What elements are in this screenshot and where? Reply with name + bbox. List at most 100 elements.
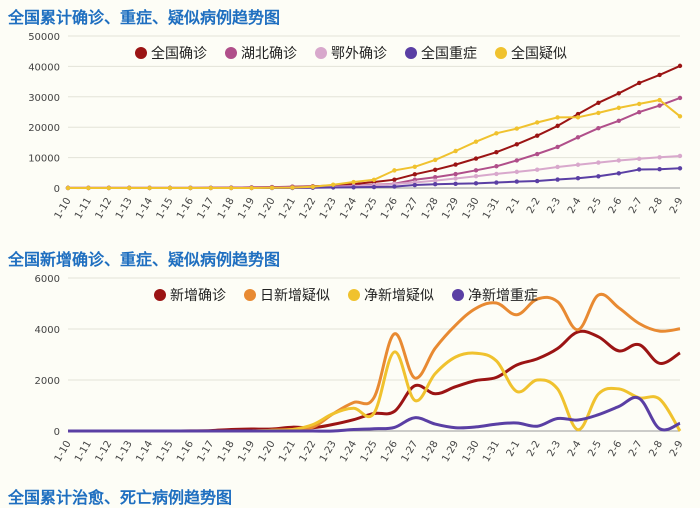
cumulative-data-point [433,182,438,187]
cumulative-data-point [433,178,438,183]
cumulative-data-point [637,167,642,172]
cumulative-data-point [596,100,601,106]
cumulative-data-point [535,120,540,125]
cumulative-y-tick-label: 50000 [28,32,60,43]
cumulative-data-point [657,155,662,160]
cumulative-data-point [494,171,499,177]
cumulative-y-tick-label: 0 [54,184,60,195]
cumulative-data-point [677,166,683,171]
cumulative-data-point [596,110,601,116]
cumulative-data-point [106,185,112,191]
cumulative-x-tick-label: 1-25 [359,196,380,221]
cumulative-data-point [514,142,519,147]
daily-x-tick-label: 1-30 [461,439,482,464]
cumulative-x-tick-label: 1-20 [257,196,278,221]
cumulative-data-point [677,114,683,119]
daily-x-tick-label: 2-8 [647,439,665,459]
daily-x-tick-label: 2-3 [545,439,563,459]
cumulative-data-point [310,184,315,190]
daily-legend-marker [452,289,464,301]
cumulative-legend-marker [405,47,417,59]
cumulative-data-point [494,131,499,136]
cumulative-legend-label: 湖北确诊 [241,46,297,62]
cumulative-data-point [127,185,132,191]
daily-x-tick-label: 2-6 [607,439,625,459]
cumulative-data-point [473,181,479,186]
cumulative-data-point [616,171,621,176]
cumulative-data-point [351,179,356,185]
cumulative-data-point [677,63,683,69]
cumulative-x-tick-label: 1-18 [216,196,237,221]
cumulative-data-point [473,173,479,179]
cumulative-data-point [535,167,540,172]
cumulative-data-point [596,126,601,131]
chart-title-daily-new: 全国新增确诊、重症、疑似病例趋势图 [8,250,281,269]
cumulative-x-tick-label: 1-24 [338,196,359,221]
cumulative-x-tick-label: 1-27 [400,196,421,221]
cumulative-x-tick-label: 2-4 [566,196,584,216]
daily-x-tick-label: 1-29 [440,439,461,464]
cumulative-data-point [514,169,519,175]
cumulative-data-point [535,133,540,138]
cumulative-data-point [637,80,642,86]
daily-x-tick-label: 1-19 [236,439,257,464]
cumulative-data-point [473,156,479,161]
daily-legend-label: 新增确诊 [170,288,226,304]
cumulative-x-tick-label: 1-13 [114,196,135,221]
daily-x-tick-label: 1-13 [114,439,135,464]
cumulative-data-point [677,153,683,159]
cumulative-data-point [616,158,621,163]
daily-x-tick-label: 1-20 [257,439,278,464]
cumulative-x-tick-label: 1-29 [440,196,461,221]
cumulative-x-tick-label: 2-8 [647,196,665,216]
cumulative-data-point [392,177,397,182]
cumulative-x-tick-label: 1-11 [73,196,94,221]
daily-legend-label: 净新增疑似 [364,288,434,304]
cumulative-legend-label: 全国确诊 [151,45,207,62]
daily-x-tick-label: 1-21 [277,439,298,464]
cumulative-data-point [371,177,377,183]
cumulative-x-tick-label: 1-28 [420,196,441,221]
cumulative-y-tick-label: 10000 [28,154,60,165]
cumulative-x-tick-label: 1-30 [461,196,482,221]
daily-x-tick-label: 2-2 [525,439,543,459]
daily-x-tick-label: 1-26 [379,439,400,464]
cumulative-x-tick-label: 1-15 [155,196,176,221]
cumulative-data-point [596,174,601,179]
cumulative-x-tick-label: 2-2 [525,196,543,216]
daily-legend-label: 日新增疑似 [260,288,330,304]
daily-x-tick-label: 2-9 [668,439,686,459]
cumulative-series-line-1 [68,96,681,189]
cumulative-data-point [433,157,438,163]
cumulative-data-point [453,176,458,181]
cumulative-legend-marker [225,47,237,59]
cumulative-data-point [555,123,560,129]
cumulative-data-point [657,166,662,172]
daily-y-tick-label: 2000 [35,376,60,387]
cumulative-x-tick-label: 1-26 [379,196,400,221]
cumulative-x-tick-label: 1-12 [94,196,115,221]
cumulative-x-tick-label: 1-22 [298,196,319,221]
daily-x-tick-label: 1-12 [94,439,115,464]
daily-x-tick-label: 1-11 [73,439,94,464]
daily-x-tick-label: 1-31 [481,439,502,464]
cumulative-data-point [514,126,519,131]
cumulative-data-point [494,180,499,185]
cumulative-x-tick-label: 1-14 [134,196,155,221]
cumulative-data-point [65,185,71,191]
cumulative-y-tick-label: 20000 [28,123,60,134]
daily-x-tick-label: 1-28 [420,439,441,464]
cumulative-data-point [596,160,601,165]
cumulative-data-point [453,162,458,167]
cumulative-data-point [453,171,458,177]
cumulative-data-point [555,177,560,182]
daily-x-tick-label: 2-4 [566,439,584,459]
cumulative-y-tick-label: 30000 [28,93,60,104]
cumulative-data-point [433,174,438,180]
daily-y-tick-label: 4000 [35,325,60,336]
cumulative-x-tick-label: 1-10 [53,196,74,221]
cumulative-data-point [637,101,642,107]
cumulative-data-point [351,185,356,190]
